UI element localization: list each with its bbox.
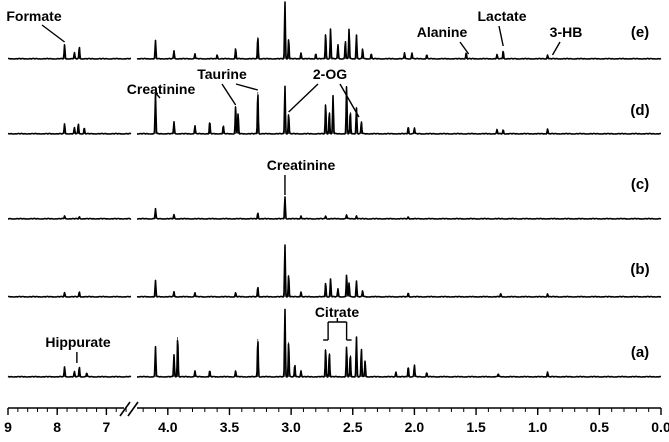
tick-label-1.5: 1.5 [466, 419, 486, 435]
tick-label-0.5: 0.5 [590, 419, 610, 435]
annotation-lactate: Lactate [477, 8, 526, 24]
spectra-group: (e) (d) (c) (b) (a) [7, 1, 662, 378]
tick-label-4.0: 4.0 [158, 419, 178, 435]
spectrum-c: (c) [7, 176, 662, 220]
spectrum-b: (b) [7, 244, 662, 298]
spectrum-line-e-seg1 [7, 43, 132, 60]
spectrum-line-b-seg1 [7, 291, 132, 298]
annotation-hippurate: Hippurate [45, 334, 111, 350]
annotations-group: FormateAlanineLactate3-HBCreatinineTauri… [6, 8, 582, 363]
tick-label-8: 8 [53, 419, 61, 435]
leader-2og-2 [339, 83, 360, 118]
spectrum-d: (d) [7, 85, 662, 135]
annotation-taurine: Taurine [197, 66, 247, 82]
spectrum-line-c-seg1 [7, 215, 132, 220]
spectrum-a: (a) [7, 308, 662, 378]
annotation-citrate: Citrate [315, 304, 360, 320]
tick-label-3.5: 3.5 [220, 419, 240, 435]
leader-taurine-2 [235, 83, 259, 91]
panel-label-e: (e) [631, 24, 649, 41]
annotation-2og: 2-OG [313, 66, 347, 82]
leader-formate [41, 24, 66, 43]
tick-label-0.0: 0.0 [651, 419, 669, 435]
tick-label-1.0: 1.0 [528, 419, 548, 435]
panel-label-b: (b) [630, 261, 649, 278]
annotation-formate: Formate [6, 8, 61, 24]
spectrum-line-d-seg1 [7, 123, 132, 135]
spectrum-line-a-seg1 [7, 366, 132, 378]
tick-label-2.5: 2.5 [343, 419, 363, 435]
tick-label-9: 9 [4, 419, 12, 435]
leader-lactate [498, 25, 504, 47]
leader-taurine-1 [221, 83, 237, 106]
spectrum-e: (e) [7, 1, 662, 60]
annotation-alanine: Alanine [417, 24, 468, 40]
spectrum-line-c-seg2 [136, 196, 662, 220]
annotation-creatinine-d: Creatinine [127, 81, 196, 97]
tick-label-3.0: 3.0 [281, 419, 301, 435]
leader-3hb [551, 41, 561, 56]
panel-label-d: (d) [630, 102, 649, 119]
axis-break-mark-1 [119, 401, 131, 417]
annotation-3hb: 3-HB [550, 24, 583, 40]
axis-break-mark-2 [127, 401, 139, 417]
spectrum-line-d-seg2 [136, 85, 662, 135]
spectrum-line-b-seg2 [136, 244, 662, 298]
panel-label-c: (c) [631, 176, 649, 193]
tick-label-2.0: 2.0 [405, 419, 425, 435]
leader-alanine [459, 41, 470, 55]
leader-creatinine-d [154, 92, 161, 99]
tick-label-7: 7 [103, 419, 111, 435]
annotation-creatinine-c: Creatinine [267, 157, 336, 173]
panel-label-a: (a) [631, 344, 649, 361]
leader-2og-1 [288, 83, 319, 113]
spectrum-line-e-seg2 [136, 1, 662, 60]
spectrum-line-a-seg2 [136, 308, 662, 378]
x-axis: 9 8 7 4.0 3.5 3.0 2.5 2.0 1.5 1.0 0.5 0.0 [4, 401, 669, 435]
